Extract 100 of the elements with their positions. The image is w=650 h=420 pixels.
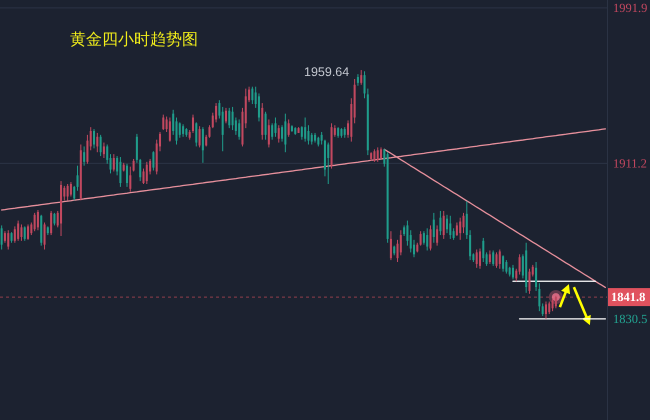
candlestick <box>66 183 69 201</box>
candlestick <box>337 126 340 138</box>
candlestick <box>27 224 30 240</box>
candlestick <box>126 163 128 188</box>
candlestick <box>281 124 284 142</box>
candlestick <box>20 224 22 242</box>
ref-line-label: 1841.8 <box>611 290 646 304</box>
candlestick <box>278 124 280 144</box>
candlestick <box>360 70 362 86</box>
candlestick <box>373 148 376 162</box>
candlestick <box>488 250 491 264</box>
candlestick <box>146 161 148 184</box>
candlestick <box>4 230 6 244</box>
candlestick <box>175 117 178 145</box>
candlestick <box>0 224 3 250</box>
candlestick <box>24 226 26 242</box>
candlestick <box>432 212 435 244</box>
candlestick <box>446 214 448 234</box>
candlestick <box>478 248 482 270</box>
candlestick <box>449 215 452 240</box>
candlestick <box>76 165 79 192</box>
candlestick <box>188 130 191 140</box>
candlestick <box>264 111 267 140</box>
candlestick <box>544 301 547 320</box>
candlestick <box>152 150 154 172</box>
candlestick <box>552 298 554 312</box>
candlestick <box>53 212 56 226</box>
candlestick <box>535 262 538 292</box>
candlestick <box>459 217 462 240</box>
candlestick <box>10 232 13 244</box>
candlestick <box>476 248 478 268</box>
candlestick <box>364 70 366 99</box>
candlestick <box>112 154 115 172</box>
candlestick <box>274 117 276 138</box>
candlestick <box>356 74 359 86</box>
candlestick <box>528 268 530 294</box>
candlestick <box>70 182 72 198</box>
candlestick <box>412 239 416 258</box>
candlestick <box>320 131 323 145</box>
candlestick <box>17 220 20 242</box>
candlestick <box>307 124 310 145</box>
candlestick <box>400 230 402 256</box>
candlestick <box>182 124 184 138</box>
candlestick <box>512 264 514 280</box>
candlestick <box>44 222 46 250</box>
candlestick <box>192 114 194 134</box>
candlestick <box>251 86 254 105</box>
candlestick <box>498 248 501 270</box>
candlestick <box>376 146 379 162</box>
candlestick <box>198 126 201 148</box>
candlestick <box>327 142 330 184</box>
candlestick <box>340 128 342 138</box>
candlestick <box>73 185 76 201</box>
candlestick <box>442 210 445 240</box>
candlestick <box>344 126 346 138</box>
y-tick-label: 1991.9 <box>613 0 648 15</box>
candlestick <box>178 122 181 138</box>
candlestick <box>426 228 428 251</box>
candlestick <box>83 146 86 166</box>
candlestick <box>271 122 274 140</box>
candlestick <box>429 224 432 251</box>
candlestick <box>195 122 198 147</box>
y-tick-label: 1911.2 <box>613 156 647 170</box>
candlestick <box>224 107 227 124</box>
candlestick <box>317 136 320 147</box>
candlestick <box>119 156 122 188</box>
candlestick <box>268 118 270 148</box>
candlestick <box>403 224 406 237</box>
candlestick <box>232 106 234 131</box>
candlestick <box>548 301 550 315</box>
candlestick <box>168 117 171 142</box>
candlestick <box>495 252 498 268</box>
candlestick <box>396 239 399 263</box>
candlestick <box>436 224 438 246</box>
candlestick <box>142 168 145 184</box>
candlestick <box>208 124 211 138</box>
candlestick <box>304 117 306 142</box>
candlestick <box>50 210 52 236</box>
text: 黄金四小时趋势图 <box>70 30 198 48</box>
candlestick <box>258 92 260 122</box>
candlestick <box>284 113 286 153</box>
candlestick <box>505 260 508 274</box>
candlestick <box>162 114 164 131</box>
text: 1830.5 <box>613 312 648 326</box>
candlestick <box>492 250 494 266</box>
candlestick <box>393 245 396 256</box>
candlestick <box>390 230 392 261</box>
candlestick <box>205 134 208 147</box>
candlestick <box>502 254 504 272</box>
candlestick <box>482 237 484 263</box>
candlestick <box>34 212 36 232</box>
candlestick <box>228 107 230 129</box>
candlestick <box>7 230 10 250</box>
candlestick <box>554 295 557 309</box>
candlestick <box>462 212 465 234</box>
candlestick <box>238 118 240 140</box>
candlestick <box>439 210 442 236</box>
candlestick <box>96 132 98 153</box>
candlestick <box>36 210 39 231</box>
candlestick <box>314 132 316 144</box>
